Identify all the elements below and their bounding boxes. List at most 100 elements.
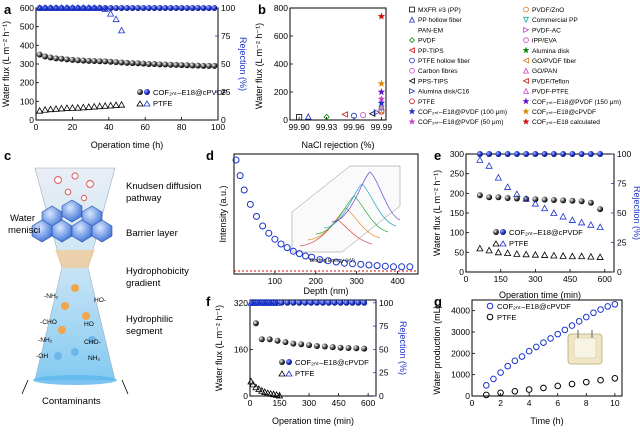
panel-f-legend-ptfe-marker-blue <box>285 370 293 377</box>
g-xtick-label-5: 10 <box>610 398 620 408</box>
a-point-s0-28 <box>189 62 196 69</box>
a-point-s2-20 <box>145 5 152 11</box>
panel-b-legend: MXFR #3 (PP) PP hollow fiber PAN-EM PVDF PP-… <box>408 6 621 126</box>
b-point-4 <box>341 111 348 118</box>
panel-a-label: a <box>4 2 12 17</box>
a-xtick-label-1: 20 <box>68 122 78 132</box>
b-point-17 <box>377 12 386 20</box>
f-xtick-label-4: 600 <box>361 398 375 408</box>
a-point-s3-14 <box>112 15 120 23</box>
g-point-s1-2 <box>511 388 519 395</box>
a-point-s0-8 <box>80 57 87 64</box>
e-y2tick-label-4: 100 <box>617 149 631 159</box>
a-point-s0-19 <box>140 60 147 67</box>
g-point-s0-18 <box>611 300 619 308</box>
b-legend-right-0: PVDF/ZnO <box>532 7 564 14</box>
a-point-s0-1 <box>42 53 49 60</box>
d-point-4 <box>252 212 260 220</box>
d-point-24 <box>398 263 406 271</box>
a-point-s2-27 <box>184 5 191 11</box>
a-point-s0-24 <box>167 61 174 68</box>
d-point-13 <box>308 253 316 261</box>
d-point-5 <box>259 222 267 230</box>
panel-f-ylabel: Water flux (L m⁻² h⁻¹) <box>214 305 224 391</box>
b-legend-right-marker-10 <box>522 107 530 115</box>
e-ytick-label-0: 0 <box>459 267 464 277</box>
a-point-s2-29 <box>194 5 201 11</box>
panel-g-device-photo <box>567 330 603 365</box>
water-pool <box>33 375 117 385</box>
b-legend-right-marker-3 <box>523 37 529 43</box>
d-point-8 <box>277 240 285 248</box>
panel-f-legend-cof-marker-blue <box>286 359 292 365</box>
e-point-s3-10 <box>568 216 577 223</box>
f-point-s0-0 <box>252 320 259 327</box>
b-legend-left-marker-10 <box>408 107 416 115</box>
e-y2tick-label-2: 50 <box>617 208 627 218</box>
label-knudsen: Knudsen diffusion <box>126 181 201 192</box>
f-point-s2-7 <box>290 299 297 306</box>
a-point-s1-5 <box>63 104 71 111</box>
b-point-6 <box>360 112 367 119</box>
label-barrier: Barrier layer <box>126 228 178 239</box>
e-point-s3-2 <box>494 173 503 181</box>
d-point-10 <box>289 247 297 255</box>
panel-f-xlabel: Operation time (min) <box>272 416 354 426</box>
panel-f-axes <box>249 299 377 397</box>
panel-g-marks <box>482 300 619 399</box>
b-legend-left-9: PTFE <box>418 99 435 106</box>
panel-e-ticks: 0 150 300 450 600 0 50 100 150 200 250 300 0 25 50 75 10… <box>450 149 632 284</box>
a-xtick-label-5: 100 <box>211 122 225 132</box>
a-point-s2-0 <box>36 5 43 11</box>
f-point-s0-3 <box>274 337 281 344</box>
panel-d-ticks: 100 200 300 400 <box>268 271 405 286</box>
d-point-14 <box>316 256 324 264</box>
e-point-s3-7 <box>540 204 549 212</box>
b-legend-right-8: PVDF-PTFE <box>532 89 569 96</box>
contaminant-arrows <box>21 379 129 395</box>
f-point-s2-13 <box>325 299 332 306</box>
a-ytick-label-2: 200 <box>20 78 34 88</box>
b-legend-left-4: PP-TIPS <box>418 48 444 55</box>
label-contaminants: Contaminants <box>42 396 101 407</box>
g-xtick-label-3: 6 <box>555 398 560 408</box>
panel-b-ticks: 99.90 99.93 99.96 99.99 0 200 400 600 800 <box>274 3 393 132</box>
panel-d-label: d <box>206 148 214 163</box>
b-ytick-label-0: 0 <box>283 115 288 125</box>
b-point-0 <box>296 114 303 121</box>
panel-d-inset-xlabel: Binding Energy (eV) <box>310 258 355 264</box>
f-point-s1-4 <box>258 386 266 394</box>
a-point-s3-5 <box>63 4 71 11</box>
e-point-s3-9 <box>559 212 567 220</box>
d-xtick-label-2: 300 <box>350 276 364 286</box>
a-point-s0-30 <box>200 62 207 69</box>
g-ytick-label-2: 2000 <box>451 348 470 358</box>
e-point-s2-1 <box>486 151 493 157</box>
a-point-s3-7 <box>74 4 82 11</box>
b-legend-left-marker-5 <box>409 57 415 64</box>
a-point-s0-5 <box>63 56 70 63</box>
d-point-23 <box>389 263 397 271</box>
label-water-menisci: menisci <box>8 225 40 236</box>
g-point-s0-4 <box>511 357 519 365</box>
g-xtick-label-2: 4 <box>527 398 532 408</box>
label-hydrophilic: Hydrophilic <box>126 314 173 325</box>
a-point-s2-22 <box>156 5 163 11</box>
b-legend-right-marker-1 <box>522 16 530 23</box>
f-point-s0-8 <box>313 342 320 349</box>
panel-d-ylabel: Intensity (a.u.) <box>218 185 228 242</box>
panel-e-legend-cof-marker <box>493 229 499 235</box>
label-segment: segment <box>126 326 163 337</box>
b-legend-left-2: PAN-EM <box>418 27 443 34</box>
label-knudsen-2: pathway <box>126 193 162 204</box>
a-point-s0-22 <box>156 61 163 68</box>
panel-b-label: b <box>258 2 266 17</box>
a-y2tick-label-1: 25 <box>221 87 231 97</box>
g-point-s0-11 <box>561 326 569 334</box>
g-point-s0-0 <box>482 382 490 389</box>
f-point-s3-13 <box>272 298 281 306</box>
b-legend-left-10: COF₂ₙₜ–E18@PVDF (100 μm) <box>418 109 507 116</box>
f-point-s2-19 <box>361 299 368 306</box>
d-point-6 <box>265 229 273 237</box>
a-point-s3-13 <box>106 9 115 17</box>
